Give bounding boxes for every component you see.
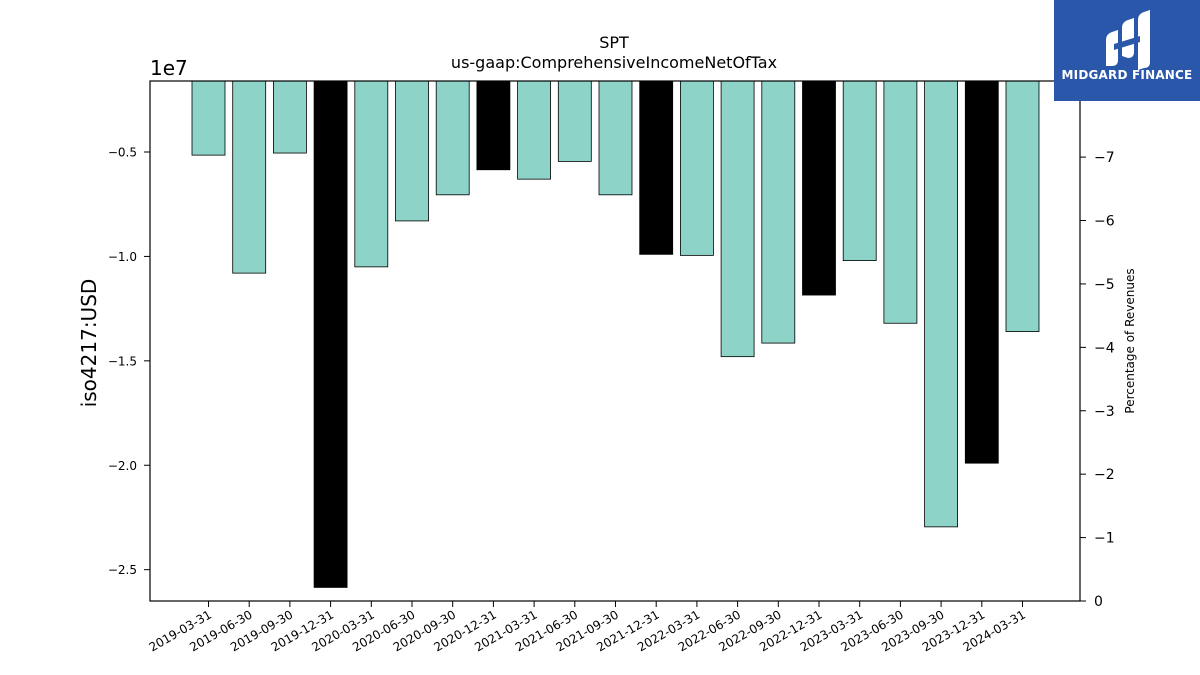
bar-2020-09-30 xyxy=(435,80,470,196)
y-tick-label: −0.5 xyxy=(108,146,137,160)
y2-tick-label: −2 xyxy=(1094,467,1115,483)
y2-tick-label: −6 xyxy=(1094,214,1115,230)
bar-2023-09-30 xyxy=(924,80,958,528)
bar-2020-12-31 xyxy=(476,80,511,171)
bar-2019-12-31 xyxy=(313,80,348,588)
bar-2022-12-31 xyxy=(802,80,836,296)
y2-tick-label: −7 xyxy=(1094,150,1115,166)
bar-2022-09-30 xyxy=(761,80,796,344)
bar-2022-06-30 xyxy=(720,80,755,358)
bar-2020-03-31 xyxy=(354,80,389,268)
bar-2021-06-30 xyxy=(557,80,592,162)
y2-axis-label: Percentage of Revenues xyxy=(1123,268,1137,413)
y2-tick-label: −1 xyxy=(1094,531,1115,547)
y-tick-label: −2.0 xyxy=(108,459,137,473)
bar-2020-06-30 xyxy=(395,80,429,222)
y2-tick-label: 0 xyxy=(1094,594,1103,610)
bar-2023-06-30 xyxy=(883,80,918,324)
bar-2022-03-31 xyxy=(680,80,714,256)
bar-2019-06-30 xyxy=(232,80,267,274)
bar-2024-03-31 xyxy=(1005,80,1040,333)
y2-tick-label: −3 xyxy=(1094,404,1115,420)
bar-2023-03-31 xyxy=(842,80,877,261)
midgard-logo-icon xyxy=(1106,10,1150,70)
midgard-finance-logo: MIDGARD FINANCE xyxy=(1054,0,1200,101)
y2-tick-label: −4 xyxy=(1094,340,1115,356)
bar-2023-12-31 xyxy=(964,80,999,464)
y-offset-label: 1e7 xyxy=(150,56,188,80)
bar-2021-12-31 xyxy=(639,80,674,255)
chart-subtitle: us-gaap:ComprehensiveIncomeNetOfTax xyxy=(451,53,777,72)
y2-tick-label: −5 xyxy=(1094,277,1115,293)
y-tick-label: −1.0 xyxy=(108,250,137,264)
chart-title: SPT xyxy=(599,33,629,52)
bar-2021-03-31 xyxy=(517,80,551,180)
y-tick-label: −1.5 xyxy=(108,354,137,368)
y-axis-label: iso4217:USD xyxy=(77,279,101,408)
bar-group xyxy=(191,80,1040,588)
bar-2021-09-30 xyxy=(598,80,633,196)
bar-2019-03-31 xyxy=(191,80,226,156)
bar-2019-09-30 xyxy=(272,80,307,154)
y-tick-label: −2.5 xyxy=(108,563,137,577)
logo-text: MIDGARD FINANCE xyxy=(1061,68,1193,82)
